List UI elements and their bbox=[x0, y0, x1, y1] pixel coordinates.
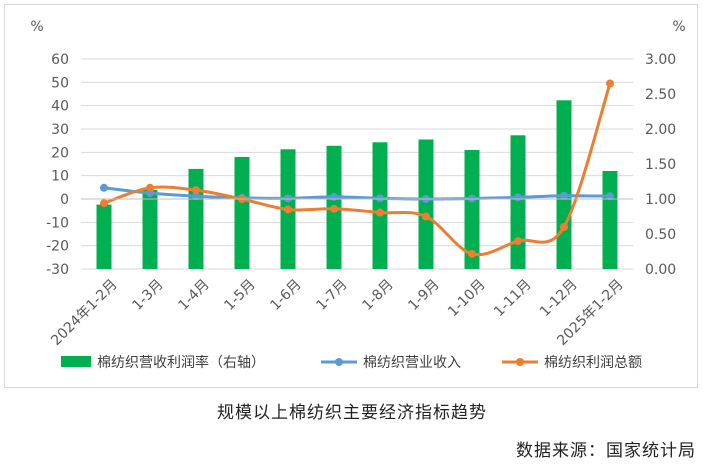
x-tick-label: 1-10月 bbox=[445, 276, 489, 320]
y-left-tick-label: -20 bbox=[46, 239, 69, 255]
data-source: 数据来源：国家统计局 bbox=[516, 441, 696, 461]
data-point bbox=[192, 186, 200, 195]
x-tick-label: 1-6月 bbox=[267, 276, 304, 313]
data-point bbox=[560, 191, 568, 200]
y-right-tick-label: 1.00 bbox=[645, 192, 676, 208]
data-point bbox=[330, 192, 338, 201]
data-point bbox=[146, 183, 154, 192]
combo-chart: 60 50 40 30 20 10 0 -10 -20 -30 3.00 2.50 2.00 1.50 1.… bbox=[30, 19, 685, 371]
data-point bbox=[606, 192, 614, 201]
bar bbox=[556, 100, 572, 269]
y-left-unit: % bbox=[30, 19, 43, 35]
y-left-tick-label: 30 bbox=[51, 122, 69, 138]
data-point bbox=[100, 199, 108, 208]
y-right-tick-label: 0.50 bbox=[645, 227, 676, 243]
data-point bbox=[376, 194, 384, 203]
y-left-tick-label: 0 bbox=[60, 192, 69, 208]
y-right-tick-label: 0.00 bbox=[645, 262, 676, 278]
x-tick-label: 2024年1-2月 bbox=[48, 276, 120, 348]
chart-frame: 60 50 40 30 20 10 0 -10 -20 -30 3.00 2.50 2.00 1.50 1.… bbox=[4, 4, 698, 388]
legend-label: 棉纺织利润总额 bbox=[544, 354, 642, 371]
data-point bbox=[422, 212, 430, 221]
x-tick-label: 1-9月 bbox=[405, 276, 442, 313]
bar bbox=[464, 150, 480, 269]
bar bbox=[510, 135, 526, 269]
x-tick-label: 1-7月 bbox=[313, 276, 350, 313]
bar bbox=[372, 142, 388, 269]
data-point bbox=[560, 223, 568, 231]
data-point bbox=[284, 205, 292, 214]
data-point bbox=[468, 249, 476, 258]
y-left-tick-label: 10 bbox=[51, 169, 69, 185]
y-left-tick-label: 40 bbox=[51, 99, 69, 115]
bar bbox=[602, 171, 618, 269]
x-tick-label: 1-5月 bbox=[221, 276, 258, 313]
legend-swatch-marker bbox=[335, 358, 343, 366]
y-left-tick-label: 60 bbox=[51, 52, 69, 68]
y-left-tick-label: -30 bbox=[46, 262, 69, 278]
data-point bbox=[284, 194, 292, 203]
x-tick-label: 1-3月 bbox=[129, 276, 166, 313]
data-point bbox=[192, 192, 200, 201]
data-point bbox=[100, 183, 108, 192]
y-right-tick-label: 2.00 bbox=[645, 122, 676, 138]
y-right-unit: % bbox=[672, 19, 685, 35]
data-point bbox=[376, 208, 384, 217]
bar bbox=[188, 168, 204, 269]
bar bbox=[96, 204, 112, 269]
legend-label: 棉纺织营收利润率（右轴） bbox=[97, 354, 265, 371]
x-tick-label: 1-11月 bbox=[491, 276, 535, 320]
legend-swatch-bar bbox=[61, 356, 91, 367]
bar bbox=[418, 139, 434, 269]
y-right-tick-label: 3.00 bbox=[645, 52, 676, 68]
y-right-tick-label: 1.50 bbox=[645, 157, 676, 173]
legend-item: 棉纺织利润总额 bbox=[502, 354, 642, 371]
bar bbox=[142, 189, 158, 269]
bar bbox=[234, 157, 250, 269]
data-point bbox=[514, 193, 522, 202]
data-point bbox=[514, 237, 522, 245]
legend-item: 棉纺织营收利润率（右轴） bbox=[61, 354, 265, 371]
legend-item: 棉纺织营业收入 bbox=[321, 354, 461, 371]
x-tick-label: 1-8月 bbox=[359, 276, 396, 313]
data-point bbox=[330, 204, 338, 213]
data-point bbox=[606, 79, 614, 88]
chart-caption: 规模以上棉纺织主要经济指标趋势 bbox=[217, 403, 487, 423]
y-left-tick-label: 20 bbox=[51, 145, 69, 161]
legend-swatch-marker bbox=[516, 358, 524, 366]
y-right-tick-label: 2.50 bbox=[645, 87, 676, 103]
x-tick-label: 1-12月 bbox=[537, 276, 581, 320]
y-left-tick-label: -10 bbox=[46, 215, 69, 231]
y-left-tick-label: 50 bbox=[51, 75, 69, 91]
legend-label: 棉纺织营业收入 bbox=[363, 354, 461, 371]
x-tick-label: 1-4月 bbox=[175, 276, 212, 313]
series-line bbox=[102, 82, 612, 257]
